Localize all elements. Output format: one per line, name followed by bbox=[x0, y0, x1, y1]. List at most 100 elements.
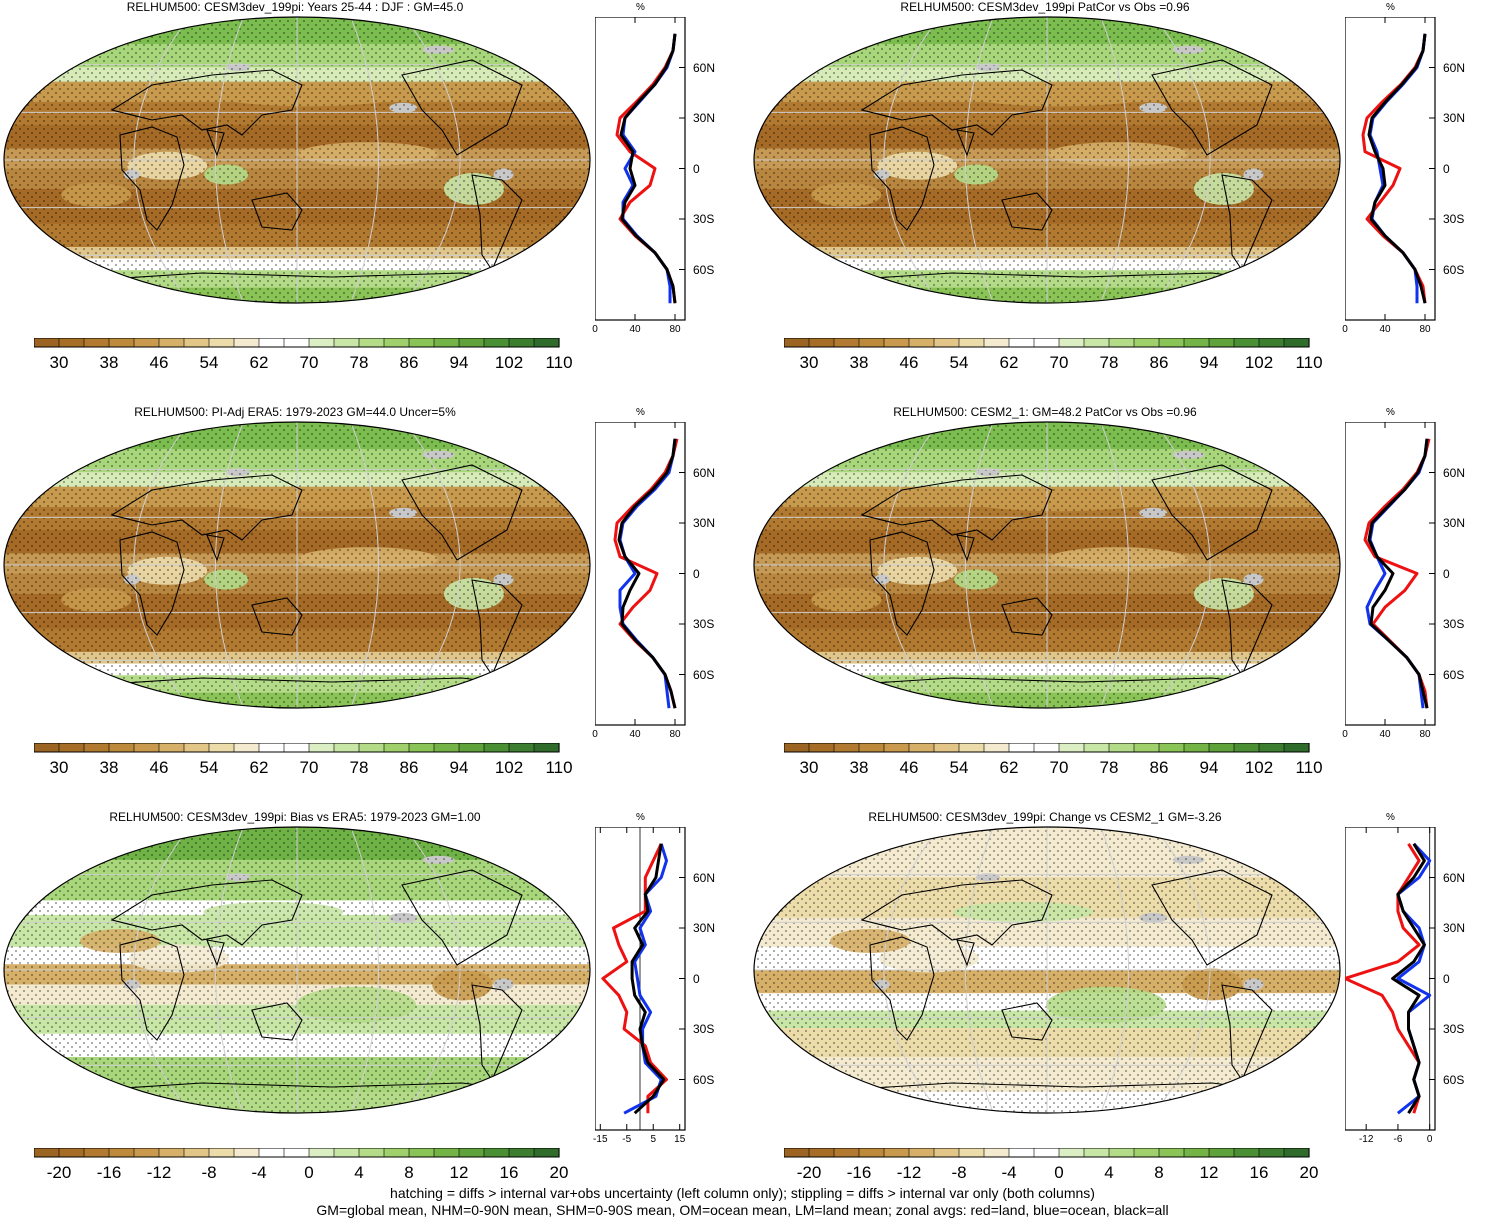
zonal-line-land bbox=[1363, 438, 1431, 709]
colorbar-label: 30 bbox=[799, 353, 819, 372]
colorbar-swatch bbox=[1158, 743, 1185, 753]
zonal-x-tick-label: 0 bbox=[592, 324, 598, 335]
colorbar-label: 46 bbox=[899, 353, 919, 372]
colorbar-label: 86 bbox=[399, 353, 419, 372]
zonal-lat-label: 0 bbox=[1443, 161, 1450, 176]
zonal-lat-label: 60S bbox=[1443, 1072, 1465, 1087]
colorbar-swatch bbox=[158, 743, 185, 753]
colorbar-label: -4 bbox=[251, 1163, 267, 1182]
colorbar-swatch bbox=[433, 743, 460, 753]
colorbar-swatch bbox=[58, 743, 85, 753]
colorbar-label: 38 bbox=[99, 758, 119, 777]
panel-3: RELHUM500: PI-Adj ERA5: 1979-2023 GM=44.… bbox=[0, 405, 740, 805]
colorbar-swatch bbox=[1033, 338, 1060, 348]
colorbar-label: 8 bbox=[404, 1163, 414, 1182]
colorbar-swatch bbox=[34, 338, 60, 348]
colorbar-swatch bbox=[233, 338, 260, 348]
colorbar-label: -20 bbox=[46, 1163, 72, 1182]
global-map bbox=[3, 826, 591, 1114]
colorbar-swatch bbox=[508, 1148, 535, 1158]
zonal-lat-label: 30S bbox=[1443, 212, 1465, 226]
colorbar-swatch bbox=[1183, 338, 1210, 348]
zonal-x-tick-label: 40 bbox=[1379, 324, 1391, 335]
colorbar-swatch bbox=[1158, 1148, 1185, 1158]
colorbar-swatch bbox=[333, 338, 360, 348]
zonal-lat-label: 60N bbox=[1443, 60, 1466, 75]
colorbar-swatch bbox=[533, 743, 560, 753]
panel-6: RELHUM500: CESM3dev_199pi: Change vs CES… bbox=[750, 810, 1485, 1210]
colorbar-swatch bbox=[83, 743, 110, 753]
zonal-lat-label: 60N bbox=[1443, 465, 1466, 480]
panel-title: RELHUM500: CESM3dev_199pi: Change vs CES… bbox=[868, 810, 1222, 824]
colorbar-label: 8 bbox=[1154, 1163, 1164, 1182]
zonal-lat-label: 0 bbox=[693, 566, 700, 581]
colorbar-swatch bbox=[983, 338, 1010, 348]
colorbar-swatch bbox=[333, 1148, 360, 1158]
colorbar-swatch bbox=[983, 1148, 1010, 1158]
zonal-lat-label: 60S bbox=[1443, 262, 1465, 277]
colorbar-swatch bbox=[784, 743, 810, 753]
footer-hatching-note: hatching = diffs > internal var+obs unce… bbox=[390, 1185, 1095, 1201]
footer-legend-note: GM=global mean, NHM=0-90N mean, SHM=0-90… bbox=[316, 1202, 1169, 1218]
zonal-lat-label: 60S bbox=[693, 667, 715, 682]
zonal-line-land bbox=[613, 438, 679, 709]
colorbar-label: 16 bbox=[499, 1163, 519, 1182]
colorbar-swatch bbox=[458, 743, 485, 753]
zonal-profile bbox=[595, 422, 686, 726]
colorbar-label: 110 bbox=[545, 353, 573, 372]
colorbar-swatch bbox=[133, 743, 160, 753]
colorbar-label: 110 bbox=[1295, 758, 1323, 777]
zonal-x-tick-label: 40 bbox=[629, 324, 641, 335]
zonal-x-tick-label: -12 bbox=[1358, 1134, 1374, 1145]
colorbar-label: 78 bbox=[349, 353, 369, 372]
zonal-lat-label: 60N bbox=[1443, 870, 1466, 885]
colorbar-swatch bbox=[483, 743, 510, 753]
colorbar-label: 62 bbox=[249, 353, 269, 372]
colorbar-swatch bbox=[983, 743, 1010, 753]
panel-5: RELHUM500: CESM3dev_199pi: Bias vs ERA5:… bbox=[0, 810, 740, 1210]
colorbar-swatch bbox=[1233, 1148, 1260, 1158]
colorbar-label: 62 bbox=[249, 758, 269, 777]
colorbar-swatch bbox=[158, 1148, 185, 1158]
colorbar-swatch bbox=[458, 338, 485, 348]
colorbar-label: -16 bbox=[846, 1163, 872, 1182]
zonal-line-all bbox=[630, 843, 666, 1115]
colorbar-label: 86 bbox=[399, 758, 419, 777]
colorbar-swatch bbox=[258, 1148, 285, 1158]
colorbar-swatch bbox=[34, 743, 60, 753]
colorbar-swatch bbox=[1258, 743, 1285, 753]
zonal-x-tick-label: 80 bbox=[669, 324, 681, 335]
colorbar-label: 0 bbox=[304, 1163, 314, 1182]
colorbar-label: 110 bbox=[1295, 353, 1323, 372]
colorbar-label: 86 bbox=[1149, 353, 1169, 372]
colorbar-swatch bbox=[408, 338, 435, 348]
panel-title: RELHUM500: PI-Adj ERA5: 1979-2023 GM=44.… bbox=[134, 405, 456, 419]
colorbar-swatch bbox=[1058, 1148, 1085, 1158]
zonal-line-ocean bbox=[618, 438, 677, 709]
zonal-lat-label: 30N bbox=[693, 516, 716, 530]
colorbar-swatch bbox=[908, 338, 935, 348]
zonal-lat-label: 30S bbox=[693, 1022, 715, 1036]
colorbar-label: -16 bbox=[96, 1163, 122, 1182]
colorbar bbox=[784, 743, 1310, 753]
zonal-profile bbox=[595, 827, 686, 1131]
zonal-x-tick-label: 80 bbox=[669, 729, 681, 740]
colorbar-swatch bbox=[1183, 743, 1210, 753]
panel-title: RELHUM500: CESM3dev_199pi: Bias vs ERA5:… bbox=[109, 810, 481, 824]
colorbar-swatch bbox=[1233, 743, 1260, 753]
zonal-x-tick-label: 0 bbox=[592, 729, 598, 740]
colorbar-swatch bbox=[1083, 1148, 1110, 1158]
colorbar-swatch bbox=[808, 338, 835, 348]
colorbar-swatch bbox=[784, 1148, 810, 1158]
colorbar-swatch bbox=[1008, 338, 1035, 348]
colorbar-swatch bbox=[283, 743, 310, 753]
colorbar-swatch bbox=[833, 743, 860, 753]
zonal-lat-label: 0 bbox=[1443, 566, 1450, 581]
zonal-lat-label: 30N bbox=[693, 921, 716, 935]
colorbar-swatch bbox=[833, 1148, 860, 1158]
colorbar-label: 78 bbox=[1099, 353, 1119, 372]
zonal-lat-label: 30N bbox=[1443, 516, 1466, 530]
colorbar-label: 38 bbox=[849, 758, 869, 777]
colorbar-label: 102 bbox=[1244, 758, 1274, 777]
colorbar-swatch bbox=[958, 1148, 985, 1158]
